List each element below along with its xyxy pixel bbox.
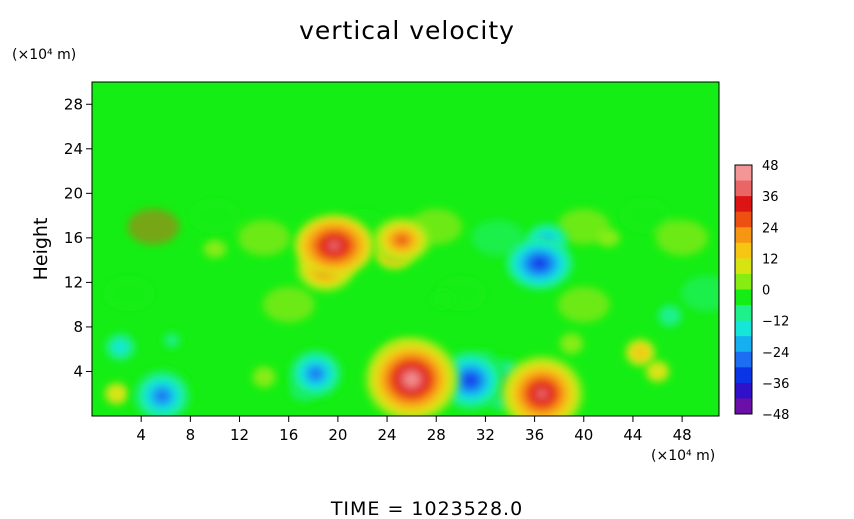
turbulence-cell xyxy=(680,275,719,312)
colorbar-label: −12 xyxy=(762,315,789,330)
colorbar-label: 24 xyxy=(762,221,779,236)
colorbar-label: 48 xyxy=(762,159,779,174)
velocity-feature xyxy=(500,355,584,416)
turbulence-cell xyxy=(188,197,241,234)
velocity-feature xyxy=(658,305,682,327)
y-axis: 4 8 12 16 20 24 28 xyxy=(64,95,92,380)
y-tick-label: 12 xyxy=(64,273,83,291)
colorbar-label: 12 xyxy=(762,252,779,267)
velocity-feature xyxy=(372,217,431,263)
colorbar-label: −36 xyxy=(762,377,789,392)
colorbar-swatch xyxy=(735,305,752,322)
velocity-field xyxy=(102,197,719,416)
x-tick-label: 28 xyxy=(427,426,446,444)
velocity-feature xyxy=(105,333,135,361)
velocity-feature xyxy=(430,290,454,309)
velocity-feature xyxy=(294,214,374,277)
turbulence-cell xyxy=(262,286,315,323)
velocity-feature xyxy=(105,383,129,405)
velocity-feature xyxy=(506,237,573,290)
colorbar-swatch xyxy=(735,227,752,244)
x-tick-label: 4 xyxy=(136,426,146,444)
x-axis: 4 8 12 16 20 24 28 32 36 40 44 48 xyxy=(136,416,692,444)
velocity-feature xyxy=(131,367,194,416)
turbulence-cell xyxy=(238,219,291,256)
velocity-feature xyxy=(365,336,459,416)
x-tick-label: 44 xyxy=(623,426,642,444)
y-axis-units: (×10⁴ m) xyxy=(12,47,76,63)
velocity-feature xyxy=(596,228,620,247)
y-tick-label: 24 xyxy=(64,140,83,158)
colorbar-swatch xyxy=(735,398,752,415)
velocity-feature xyxy=(252,366,276,388)
colorbar-label: −48 xyxy=(762,408,789,423)
x-tick-label: 40 xyxy=(574,426,593,444)
velocity-feature xyxy=(559,333,583,355)
time-label: TIME = 1023528.0 xyxy=(330,498,523,519)
x-tick-label: 12 xyxy=(230,426,249,444)
x-tick-label: 20 xyxy=(328,426,347,444)
plot-area xyxy=(91,81,720,417)
colorbar-swatch xyxy=(735,289,752,306)
y-axis-label: Height xyxy=(30,218,52,281)
y-tick-label: 4 xyxy=(73,362,83,380)
y-tick-label: 8 xyxy=(73,318,83,336)
colorbar-swatch xyxy=(735,320,752,337)
colorbar-swatch xyxy=(735,211,752,228)
colorbar-frame xyxy=(734,164,753,415)
chart-title: vertical velocity xyxy=(299,16,515,45)
colorbar: 48 36 24 12 0 −12 −24 −36 −48 xyxy=(734,159,789,423)
colorbar-swatch xyxy=(735,336,752,353)
x-tick-label: 24 xyxy=(378,426,397,444)
colorbar-swatch xyxy=(735,242,752,259)
turbulence-cell xyxy=(656,219,709,256)
velocity-feature xyxy=(160,329,184,351)
colorbar-swatch xyxy=(735,351,752,368)
turbulence-cell xyxy=(619,197,672,234)
turbulence-band xyxy=(102,197,719,323)
colorbar-swatch xyxy=(735,196,752,213)
colorbar-swatch xyxy=(735,258,752,275)
turbulence-cell xyxy=(557,286,610,323)
x-tick-label: 36 xyxy=(525,426,544,444)
turbulence-cell xyxy=(102,275,155,312)
x-tick-label: 48 xyxy=(673,426,692,444)
colorbar-label: 36 xyxy=(762,190,779,205)
turbulence-cell xyxy=(127,208,180,245)
x-tick-label: 16 xyxy=(279,426,298,444)
x-tick-label: 8 xyxy=(186,426,196,444)
x-tick-label: 32 xyxy=(476,426,495,444)
colorbar-swatch xyxy=(735,273,752,290)
turbulence-cell xyxy=(471,219,524,256)
velocity-feature xyxy=(646,360,670,382)
velocity-feature xyxy=(203,240,227,258)
y-tick-label: 28 xyxy=(64,95,83,113)
velocity-feature xyxy=(625,339,655,366)
y-tick-label: 20 xyxy=(64,184,83,202)
x-axis-units: (×10⁴ m) xyxy=(651,448,715,464)
colorbar-swatch xyxy=(735,382,752,399)
colorbar-swatch xyxy=(735,180,752,197)
plot-frame xyxy=(91,81,720,417)
turbulence-cell xyxy=(557,208,610,245)
colorbar-swatch xyxy=(735,367,752,384)
colorbar-label: 0 xyxy=(762,284,770,299)
y-tick-label: 16 xyxy=(64,229,83,247)
colorbar-label: −24 xyxy=(762,346,789,361)
velocity-feature xyxy=(286,347,345,401)
colorbar-swatch xyxy=(735,165,752,182)
